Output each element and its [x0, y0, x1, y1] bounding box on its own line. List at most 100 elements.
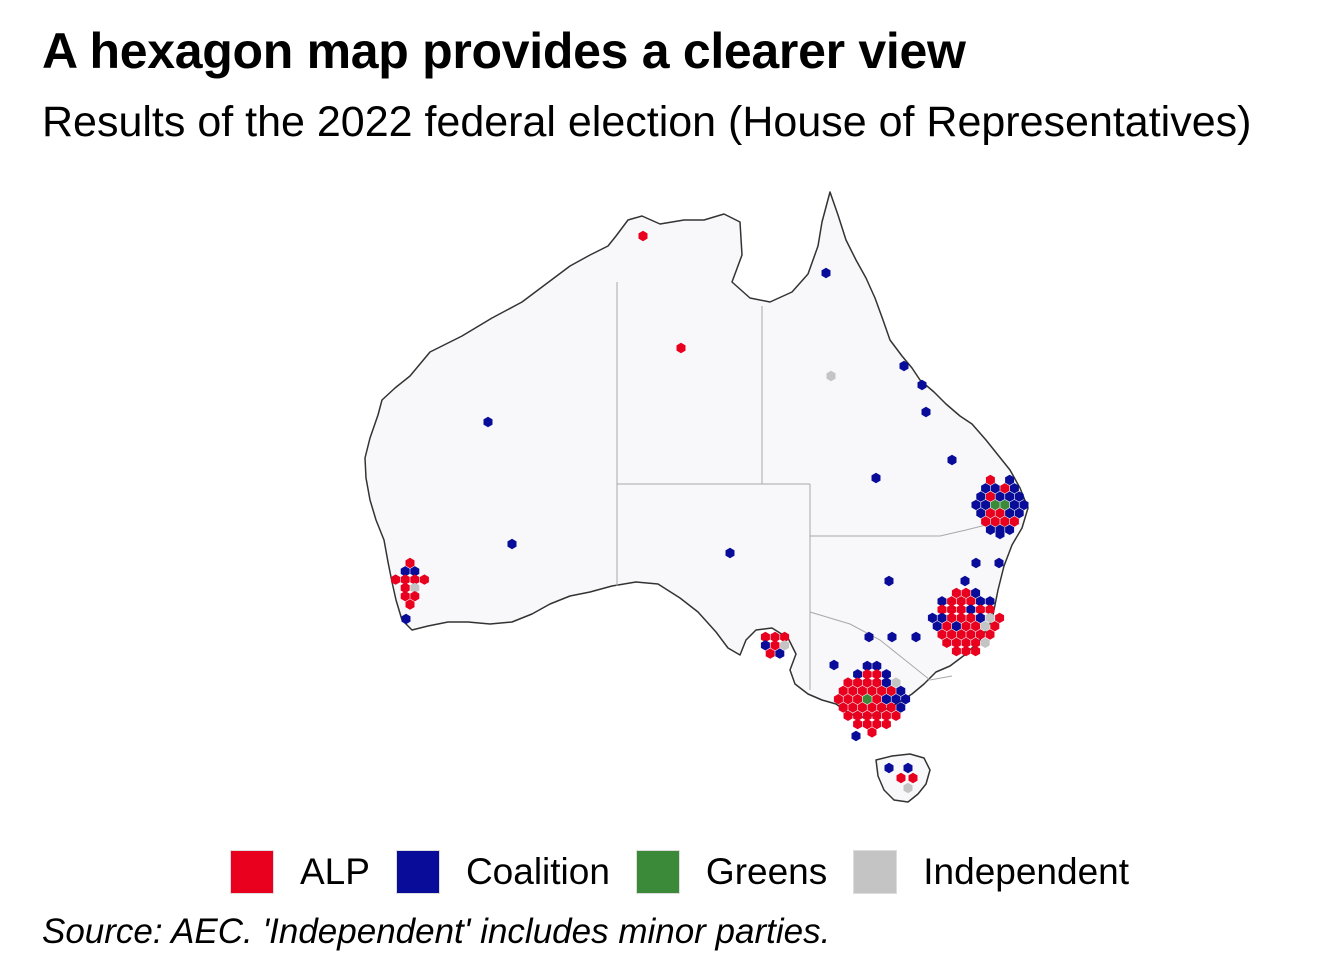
legend-item-greens: Greens: [635, 850, 828, 894]
electorate-hex: [921, 406, 931, 418]
electorate-hex: [1000, 516, 1010, 527]
electorate-hex: [872, 677, 882, 688]
electorate-hex: [857, 685, 867, 697]
electorate-hex: [960, 575, 970, 587]
electorate-hex: [980, 621, 990, 632]
electorate-hex: [951, 637, 961, 648]
electorate-hex: [981, 516, 991, 527]
electorate-hex: [853, 718, 863, 730]
electorate-hex: [937, 612, 947, 624]
electorate-hex: [990, 483, 1000, 494]
electorate-hex: [851, 730, 861, 742]
electorate-hex: [676, 342, 686, 354]
electorate-hex: [985, 491, 995, 502]
legend: ALP Coalition Greens Independent: [230, 848, 1155, 896]
legend-label-coalition: Coalition: [465, 851, 610, 892]
electorate-hex: [985, 596, 995, 607]
electorate-hex: [862, 718, 872, 730]
chart-title: A hexagon map provides a clearer view: [42, 23, 966, 79]
electorate-hex: [853, 710, 863, 721]
electorate-hex: [985, 612, 995, 624]
electorate-hex: [976, 491, 986, 502]
electorate-hex: [829, 659, 839, 671]
electorate-hex: [966, 596, 976, 607]
electorate-hex: [780, 631, 790, 643]
electorate-hex: [400, 591, 410, 602]
legend-label-independent: Independent: [923, 851, 1130, 892]
electorate-hex: [971, 499, 981, 511]
australia-hex-map: [364, 191, 1029, 803]
electorate-hex: [956, 612, 966, 624]
electorate-hex: [862, 677, 872, 688]
electorate-hex: [1005, 491, 1015, 502]
electorate-hex: [995, 524, 1005, 535]
electorate-hex: [1009, 483, 1019, 494]
electorate-hex: [867, 727, 877, 738]
electorate-hex: [877, 685, 887, 697]
electorate-hex: [985, 474, 995, 486]
coalition-swatch: [395, 850, 440, 894]
electorate-hex: [961, 621, 971, 632]
alp-swatch: [230, 850, 274, 894]
electorate-hex: [947, 604, 957, 615]
electorate-hex: [961, 645, 971, 657]
electorate-hex: [400, 566, 410, 577]
legend-label-greens: Greens: [705, 851, 828, 892]
electorate-hex: [891, 677, 901, 688]
electorate-hex: [821, 267, 831, 279]
electorate-hex: [843, 694, 853, 705]
electorate-hexagons: [391, 230, 1029, 794]
source-note: Source: AEC. 'Independent' includes mino…: [42, 912, 831, 951]
electorate-hex: [871, 472, 881, 484]
electorate-hex: [867, 702, 877, 713]
legend-item-independent: Independent: [853, 850, 1129, 894]
electorate-hex: [881, 718, 891, 730]
electorate-hex: [410, 574, 420, 585]
electorate-hex: [400, 574, 410, 585]
electorate-hex: [770, 631, 780, 643]
electorate-hex: [1014, 491, 1024, 502]
electorate-hex: [410, 566, 420, 577]
electorate-hex: [932, 621, 942, 632]
electorate-hex: [971, 621, 981, 632]
electorate-hex: [942, 621, 952, 632]
electorate-hex: [985, 629, 995, 640]
electorate-hex: [971, 637, 981, 648]
electorate-hex: [901, 694, 911, 705]
electorate-hex: [886, 702, 896, 713]
electorate-hex: [881, 669, 891, 680]
electorate-hex: [872, 718, 882, 730]
electorate-hex: [391, 574, 401, 585]
electorate-hex: [947, 629, 957, 640]
electorate-hex: [899, 360, 909, 372]
electorate-hex: [975, 604, 985, 615]
electorate-hex: [956, 596, 966, 607]
electorate-hex: [903, 762, 913, 774]
electorate-hex: [760, 640, 770, 651]
electorate-hex: [990, 621, 1000, 632]
electorate-hex: [400, 582, 410, 594]
electorate-hex: [896, 772, 906, 784]
electorate-hex: [872, 694, 882, 705]
electorate-hex: [1014, 508, 1024, 519]
electorate-hex: [864, 631, 874, 643]
electorate-hex: [405, 557, 415, 569]
electorate-hex: [966, 629, 976, 640]
electorate-hex: [1005, 508, 1015, 519]
electorate-hex: [872, 669, 882, 680]
electorate-hex: [903, 782, 913, 794]
electorate-hex: [966, 612, 976, 624]
electorate-hex: [838, 685, 848, 697]
greens-swatch: [635, 850, 680, 894]
electorate-hex: [638, 230, 648, 242]
electorate-hex: [881, 694, 891, 705]
electorate-hex: [990, 516, 1000, 527]
electorate-hex: [980, 637, 990, 648]
australia-landmass: [364, 191, 1029, 803]
electorate-hex: [853, 694, 863, 705]
electorate-hex: [917, 379, 927, 391]
electorate-hex: [843, 710, 853, 721]
electorate-hex: [942, 637, 952, 648]
electorate-hex: [881, 710, 891, 721]
electorate-hex: [1000, 499, 1010, 511]
